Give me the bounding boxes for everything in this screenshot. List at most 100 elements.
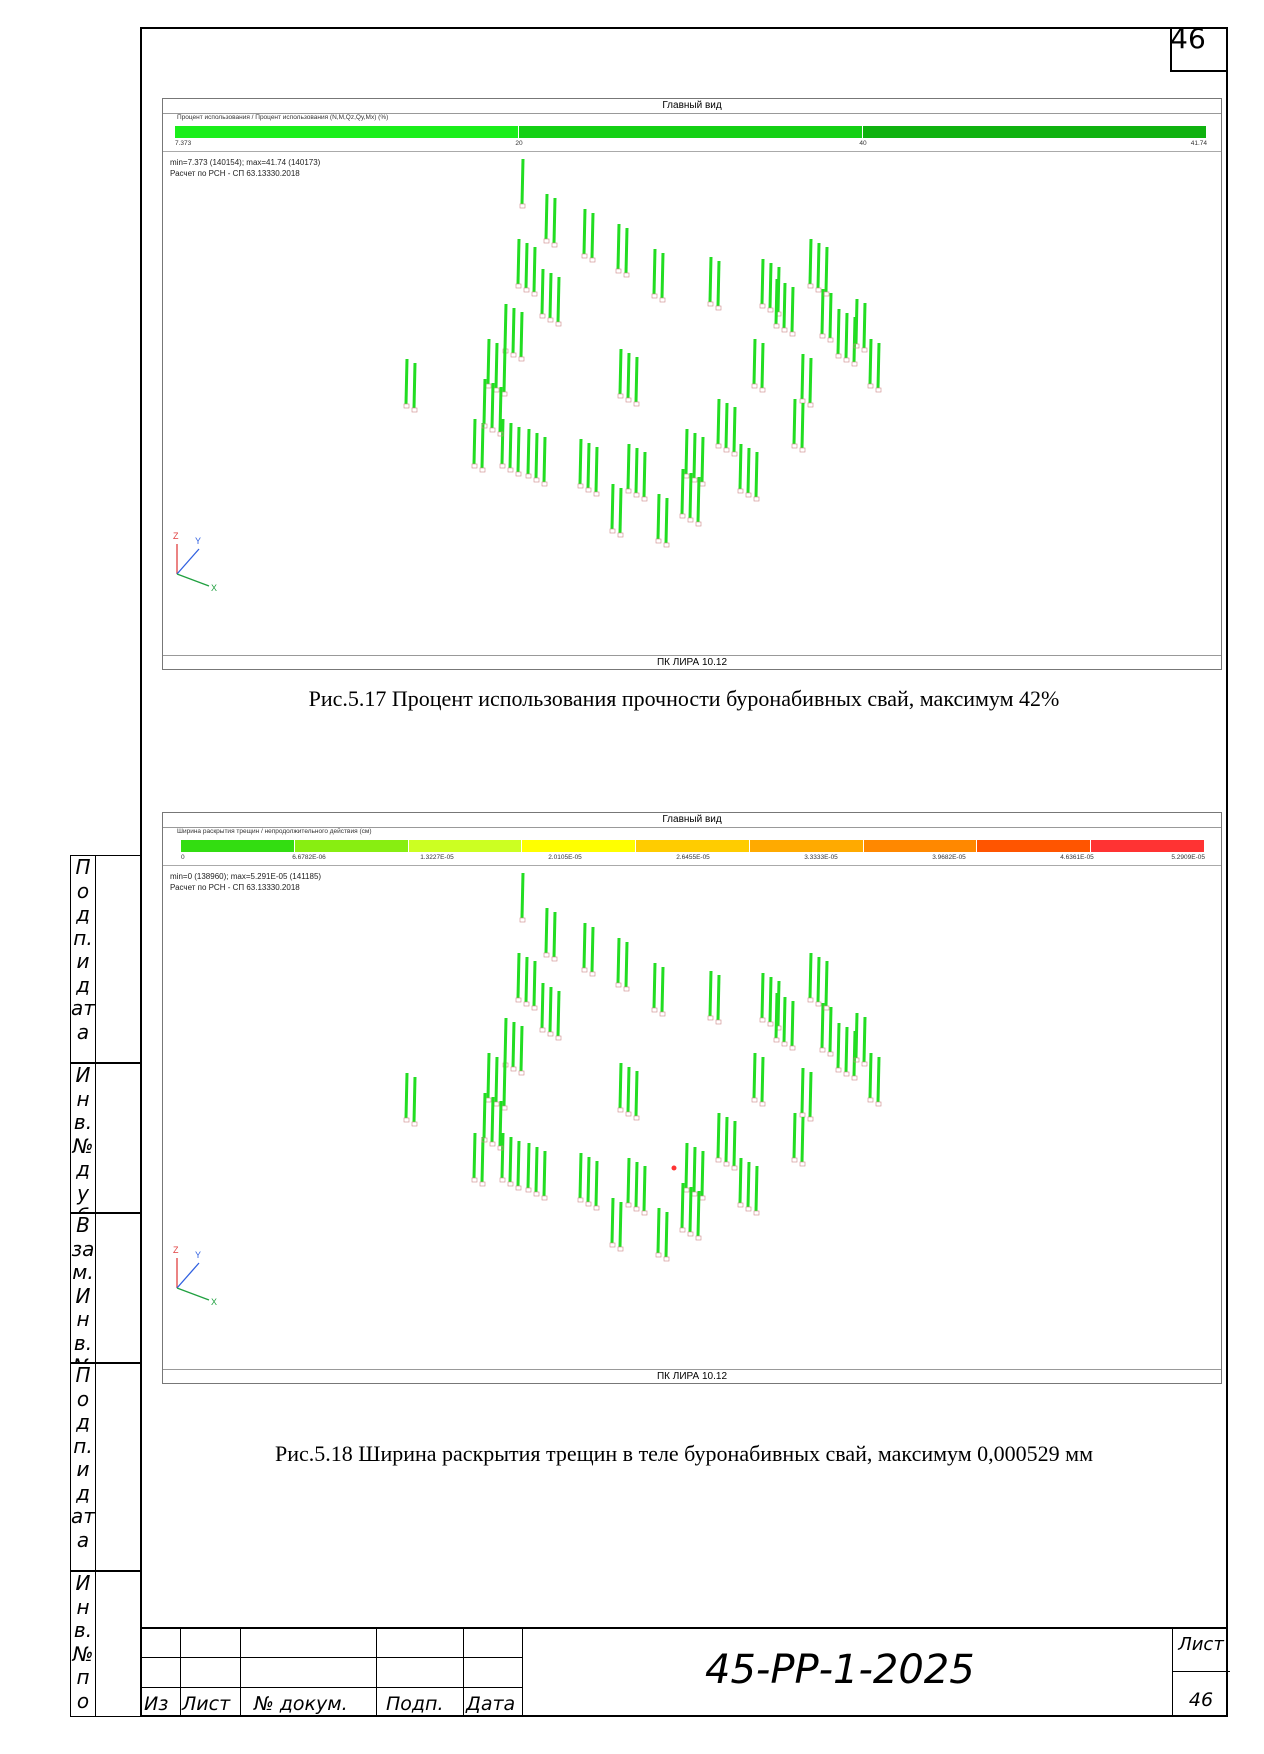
pile-support-marker — [683, 1187, 690, 1193]
pile — [616, 937, 621, 984]
pile — [472, 1132, 477, 1179]
pile-support-marker — [687, 1231, 694, 1237]
pile — [708, 256, 713, 303]
pile — [503, 1017, 508, 1064]
legend-tick-label: 40 — [859, 140, 867, 147]
pile — [792, 1112, 797, 1159]
pile — [534, 432, 539, 479]
pile-support-marker — [581, 253, 588, 259]
pile-support-marker — [411, 407, 418, 413]
pile-support-marker — [683, 473, 690, 479]
pile — [828, 1006, 833, 1053]
pile — [854, 298, 859, 345]
pile — [626, 352, 631, 399]
pile — [836, 1022, 841, 1069]
figure-5-18-panel: Главный вид Ширина раскрытия трещин / не… — [162, 812, 1222, 1384]
pile-support-marker — [707, 301, 714, 307]
pile — [511, 307, 516, 354]
axis-x-label: X — [211, 1297, 217, 1307]
pile — [412, 1076, 417, 1123]
pile-support-marker — [641, 1210, 648, 1216]
pile-support-marker — [767, 307, 774, 313]
pile-support-marker — [609, 528, 616, 534]
legend-tick-label: 3.9682E-05 — [932, 854, 966, 861]
pile — [824, 960, 829, 1007]
pile-support-marker — [843, 1071, 850, 1077]
pile-support-marker — [547, 317, 554, 323]
pile — [540, 982, 545, 1029]
pile-support-marker — [617, 532, 624, 538]
pile — [776, 266, 781, 313]
pile-support-marker — [641, 496, 648, 502]
pile-support-marker — [501, 1105, 508, 1111]
pile — [824, 246, 829, 293]
pile-support-marker — [691, 1191, 698, 1197]
pile — [556, 276, 561, 323]
pile — [610, 483, 615, 530]
side-stamp-label: Инв. № дубл. — [72, 1064, 94, 1212]
software-footer: ПК ЛИРА 10.12 — [163, 655, 1221, 669]
side-stamp-label: Инв. № подл. — [72, 1572, 94, 1716]
pile-support-marker — [861, 1061, 868, 1067]
pile-support-marker — [851, 1075, 858, 1081]
pile — [746, 1161, 751, 1208]
pile — [732, 406, 737, 453]
pile — [590, 926, 595, 973]
pile-support-marker — [623, 272, 630, 278]
pile-support-marker — [555, 321, 562, 327]
legend-color-segment — [294, 840, 409, 852]
pile-support-marker — [659, 1011, 666, 1017]
pile — [586, 442, 591, 489]
pile — [760, 972, 765, 1019]
view-title: Главный вид — [163, 99, 1221, 114]
axis-y-line — [176, 1262, 200, 1289]
pile-support-marker — [823, 291, 830, 297]
pile-support-marker — [510, 352, 517, 358]
pile-support-marker — [479, 1181, 486, 1187]
pile-support-marker — [853, 1057, 860, 1063]
pile-support-marker — [609, 1242, 616, 1248]
pile-support-marker — [625, 488, 632, 494]
pile-support-marker — [807, 283, 814, 289]
pile-support-marker — [715, 1157, 722, 1163]
pile-support-marker — [547, 1031, 554, 1037]
pile — [519, 1025, 524, 1072]
pile-support-marker — [507, 467, 514, 473]
pile — [774, 992, 779, 1039]
pile — [664, 1211, 669, 1258]
pile — [618, 348, 623, 395]
pile-support-marker — [759, 303, 766, 309]
pile — [680, 468, 685, 515]
pile-support-marker — [499, 463, 506, 469]
legend-color-segment — [636, 840, 750, 852]
pile-support-marker — [753, 496, 760, 502]
pile-support-marker — [799, 447, 806, 453]
pile — [700, 1150, 705, 1197]
pile — [500, 1132, 505, 1179]
legend-tick-label: 20 — [515, 140, 523, 147]
pile-support-marker — [853, 343, 860, 349]
side-stamp-duplicate-inv: Инв. № дубл. — [70, 1063, 142, 1213]
axis-x-label: X — [211, 583, 217, 593]
pile — [738, 443, 743, 490]
pile — [746, 447, 751, 494]
pile — [724, 402, 729, 449]
pile — [776, 980, 781, 1027]
software-footer: ПК ЛИРА 10.12 — [163, 1369, 1221, 1383]
pile-support-marker — [585, 1201, 592, 1207]
pile-support-marker — [807, 1116, 814, 1122]
pile — [760, 1056, 765, 1103]
pile — [800, 1067, 805, 1114]
pile — [490, 382, 495, 429]
pile — [498, 386, 503, 433]
legend-color-segment — [977, 840, 1092, 852]
pile-support-marker — [751, 383, 758, 389]
pile — [876, 1056, 881, 1103]
legend-color-segment — [181, 840, 295, 852]
pile — [862, 302, 867, 349]
pile-support-marker — [781, 1041, 788, 1047]
pile — [582, 208, 587, 255]
pile — [524, 956, 529, 1003]
pile — [524, 242, 529, 289]
pile-support-marker — [625, 397, 632, 403]
